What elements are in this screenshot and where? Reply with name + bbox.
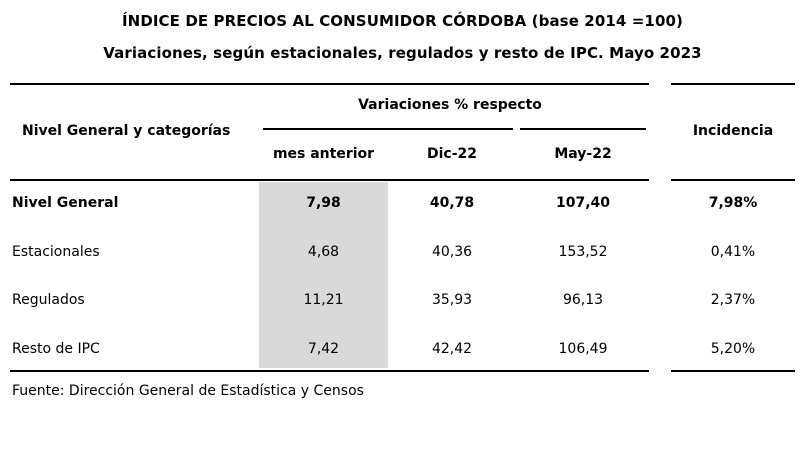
table-cell-incidencia: 5,20%: [710, 341, 756, 357]
table-top-rule-incidence: [671, 83, 795, 85]
header-bottom-rule-main: [10, 179, 649, 181]
row-label-header: Nivel General y categorías: [22, 123, 231, 139]
table-cell-incidencia: 7,98%: [708, 195, 758, 211]
table-cell-incidencia: 0,41%: [710, 244, 756, 260]
table-cell-may22: 107,40: [555, 195, 611, 211]
table-cell-incidencia: 2,37%: [710, 292, 756, 308]
column-header-dic22: Dic-22: [426, 146, 477, 162]
column-header-incidencia: Incidencia: [692, 123, 774, 139]
table-cell-mes-anterior: 4,68: [307, 244, 340, 260]
table-row-label: Resto de IPC: [12, 341, 100, 357]
group-header: Variaciones % respecto: [358, 97, 542, 113]
table-cell-mes-anterior: 11,21: [303, 292, 344, 308]
table-cell-mes-anterior: 7,98: [306, 195, 341, 211]
table-row-label: Regulados: [12, 292, 85, 308]
source-note: Fuente: Dirección General de Estadística…: [12, 383, 364, 399]
table-cell-mes-anterior: 7,42: [307, 341, 340, 357]
header-bottom-rule-incidence: [671, 179, 795, 181]
table-bottom-rule-main: [10, 370, 649, 372]
table-cell-dic22: 42,42: [431, 341, 473, 357]
table-cell-may22: 106,49: [558, 341, 608, 357]
table-cell-dic22: 40,78: [429, 195, 475, 211]
column-header-mes-anterior: mes anterior: [272, 146, 375, 162]
table-row-label: Nivel General: [12, 195, 119, 211]
page-subtitle: Variaciones, según estacionales, regulad…: [103, 44, 702, 62]
table-cell-dic22: 35,93: [431, 292, 473, 308]
group-header-rule-1: [263, 128, 513, 130]
table-top-rule-main: [10, 83, 649, 85]
table-bottom-rule-incidence: [671, 370, 795, 372]
highlight-column-mes-anterior: [259, 182, 388, 368]
page-title: ÍNDICE DE PRECIOS AL CONSUMIDOR CÓRDOBA …: [121, 12, 683, 30]
table-cell-may22: 96,13: [562, 292, 604, 308]
table-row-label: Estacionales: [12, 244, 100, 260]
column-header-may22: May-22: [554, 146, 612, 162]
group-header-rule-2: [520, 128, 646, 130]
table-cell-dic22: 40,36: [431, 244, 473, 260]
table-cell-may22: 153,52: [558, 244, 608, 260]
